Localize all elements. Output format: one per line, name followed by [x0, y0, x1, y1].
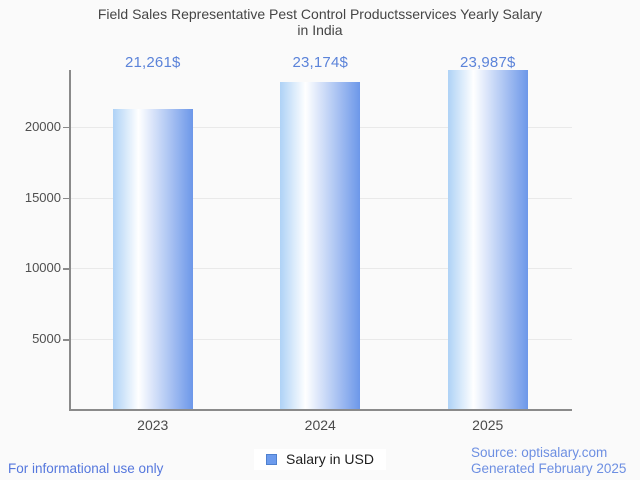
y-tick-label: 15000 [24, 189, 61, 205]
bar-value-label: 21,261$ [124, 54, 181, 71]
legend-label: Salary in USD [286, 451, 374, 467]
chart-title-line-1: Field Sales Representative Pest Control … [97, 6, 543, 22]
bar-value-label: 23,174$ [292, 54, 349, 71]
chart-title: Field Sales Representative Pest Control … [40, 6, 600, 38]
source-text: Source: optisalary.com [471, 445, 608, 460]
x-tick-label: 2025 [472, 417, 504, 433]
y-tick-mark [63, 126, 69, 129]
x-axis-line [69, 409, 572, 411]
legend-item: Salary in USD [254, 449, 386, 470]
y-tick-mark [63, 268, 69, 270]
bar [447, 70, 528, 410]
bar-value-label: 23,987$ [459, 54, 516, 71]
x-tick-label: 2023 [137, 417, 169, 433]
y-tick-label: 20000 [24, 118, 61, 134]
bar [280, 81, 361, 410]
x-tick-label: 2024 [304, 417, 336, 433]
generated-text: Generated February 2025 [471, 460, 627, 476]
chart-title-line-2: in India [297, 22, 343, 38]
y-tick-label: 5000 [32, 331, 61, 347]
disclaimer-text: For informational use only [8, 461, 164, 476]
legend-swatch-icon [266, 453, 278, 465]
source-block: Source: optisalary.com Generated Februar… [471, 445, 626, 476]
bar [112, 108, 193, 410]
y-tick-mark [63, 339, 69, 341]
y-axis-line [69, 70, 71, 410]
y-tick-label: 10000 [24, 260, 61, 276]
legend: Salary in USD [0, 449, 640, 470]
y-tick-mark [63, 197, 69, 199]
